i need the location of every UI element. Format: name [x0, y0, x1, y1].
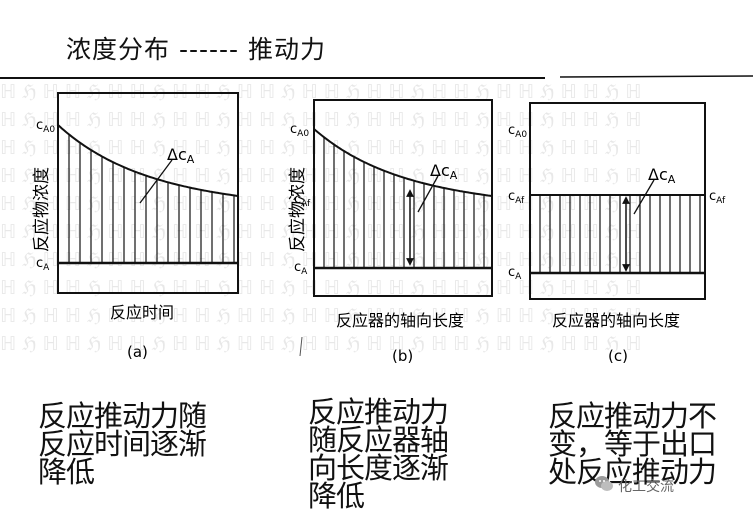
panel-c-caf-label: cAf: [508, 189, 525, 206]
panel-b-hatch: [323, 137, 485, 268]
panel-c-hatch: [539, 195, 701, 273]
panel-b-leader-line: [417, 175, 439, 213]
panel-c-ca-eq-label: cA: [508, 265, 522, 282]
panel-b-caf-label: cAf: [294, 192, 311, 209]
caption-b: 反应推动力 随反应器轴 向长度逐渐 降低: [308, 395, 449, 513]
caption-c-line: 变，等于出口: [548, 427, 717, 461]
panel-c-driving-force-label: ΔcA: [648, 165, 676, 186]
panel-b-driving-force-label: ΔcA: [430, 161, 458, 182]
caption-b-line: 降低: [308, 479, 365, 513]
panel-a-x-axis-label: 反应时间: [110, 303, 174, 322]
caption-a: 反应推动力随 反应时间逐渐 降低: [38, 399, 207, 489]
panel-c: cA0 cAf cAf cA ΔcA 反应器的轴向长度 (c): [508, 102, 726, 365]
caption-c-line: 反应推动力不: [548, 399, 717, 433]
panel-b-concentration-curve: [313, 128, 493, 197]
page-title: 浓度分布 ------ 推动力: [66, 35, 327, 64]
panel-b-ca-eq-label: cA: [294, 260, 308, 277]
scan-top-rule-right: [559, 75, 753, 78]
panel-a-figure-label: (a): [127, 343, 148, 361]
caption-a-line: 降低: [38, 455, 95, 489]
caption-b-line: 向长度逐渐: [308, 451, 449, 485]
caption-a-line: 反应推动力随: [38, 399, 207, 433]
panel-a-driving-force-label: ΔcA: [167, 145, 195, 166]
panel-a-frame: [57, 92, 239, 294]
caption-c-line: 处反应推动力: [548, 455, 717, 489]
panel-a-leader-line: [139, 159, 173, 204]
panel-b-x-axis-label: 反应器的轴向长度: [336, 311, 464, 330]
caption-b-line: 反应推动力: [308, 395, 449, 429]
panel-c-leader-line: [633, 179, 655, 215]
panel-a-y-axis-label: 反应物浓度: [32, 167, 52, 252]
panel-c-caf-right-label: cAf: [709, 189, 726, 206]
panel-c-x-axis-label: 反应器的轴向长度: [552, 311, 680, 330]
caption-b-line: 随反应器轴: [308, 423, 449, 457]
caption-c: 反应推动力不 变，等于出口 处反应推动力: [548, 399, 717, 489]
panel-a-hatch: [68, 134, 235, 263]
panel-b-ca0-label: cA0: [290, 122, 309, 139]
panel-a-ca0-label: cA0: [36, 118, 55, 135]
panel-c-frame: [529, 102, 706, 300]
panel-c-figure-label: (c): [608, 347, 628, 365]
wechat-icon: [595, 476, 613, 491]
watermark-text: 化工交流: [618, 479, 674, 495]
caption-a-line: 反应时间逐渐: [38, 427, 207, 461]
panel-b: cA0 cAf cA ΔcA 反应物浓度 反应器的轴向长度 (b): [288, 99, 493, 365]
panel-b-frame: [313, 99, 493, 297]
panel-a: cA0 cA ΔcA 反应物浓度 反应时间 (a): [32, 92, 239, 361]
background-scanned-text: ℍ ℌ ℍ ℍ ℌ ℍ ℍ ℌ ℍ ℍ ℌ ℍ ℍ ℌ ℍ ℍ ℌ ℍ ℍ ℌ …: [0, 81, 642, 355]
panel-b-figure-label: (b): [392, 347, 413, 365]
panel-a-concentration-curve: [57, 124, 239, 197]
panel-a-ca-eq-label: cA: [36, 256, 50, 273]
scan-artifact: [299, 336, 303, 357]
panel-b-y-axis-label: 反应物浓度: [288, 167, 308, 252]
panel-c-ca0-label: cA0: [508, 123, 527, 140]
